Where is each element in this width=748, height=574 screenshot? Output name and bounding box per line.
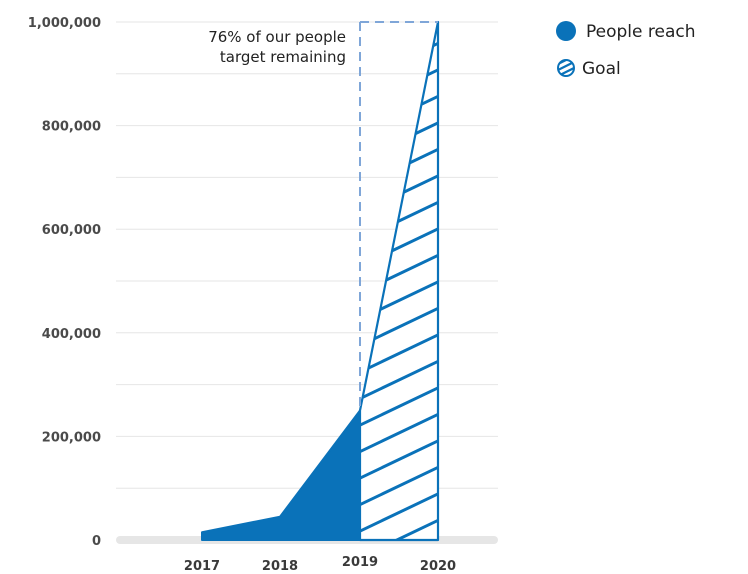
- legend: People reach Goal: [556, 21, 696, 79]
- series: [201, 0, 443, 542]
- y-tick-label: 600,000: [42, 223, 101, 238]
- y-tick-label: 0: [92, 534, 101, 549]
- y-tick-label: 1,000,000: [28, 16, 101, 31]
- x-tick-label: 2017: [184, 559, 220, 574]
- goal-hatch-line: [360, 490, 438, 535]
- legend-label-goal: Goal: [582, 59, 621, 79]
- goal-hatch-line: [360, 437, 438, 482]
- goal-area-fill: [360, 22, 438, 540]
- x-tick-label: 2018: [262, 559, 298, 574]
- y-tick-label: 200,000: [42, 430, 101, 445]
- people-reach-area: [201, 409, 361, 541]
- goal-hatch-line: [355, 0, 443, 4]
- legend-label-people-reach: People reach: [586, 22, 696, 42]
- x-tick-label: 2019: [342, 555, 378, 570]
- y-tick-label: 400,000: [42, 327, 101, 342]
- y-axis-ticks: 0 200,000 400,000 600,000 800,000 1,000,000: [28, 16, 101, 549]
- annotation: 76% of our people target remaining: [208, 28, 346, 66]
- goal-hatch-line: [360, 22, 438, 32]
- goal-hatch-line: [360, 357, 438, 403]
- legend-item-goal: Goal: [557, 59, 621, 79]
- grid-lines: [116, 21, 498, 544]
- annotation-line-1: 76% of our people: [208, 28, 346, 46]
- legend-item-people-reach: People reach: [556, 21, 696, 42]
- legend-swatch-solid-icon: [556, 21, 576, 41]
- goal-hatch-line: [360, 410, 438, 456]
- goal-hatch-line: [360, 463, 438, 509]
- y-tick-label: 800,000: [42, 120, 101, 135]
- goal-hatch-line: [360, 384, 438, 429]
- x-axis-ticks: 2017 2018 2019 2020: [184, 555, 456, 574]
- annotation-line-2: target remaining: [220, 48, 346, 66]
- x-tick-label: 2020: [420, 559, 456, 574]
- goal-hatch-line: [360, 22, 438, 58]
